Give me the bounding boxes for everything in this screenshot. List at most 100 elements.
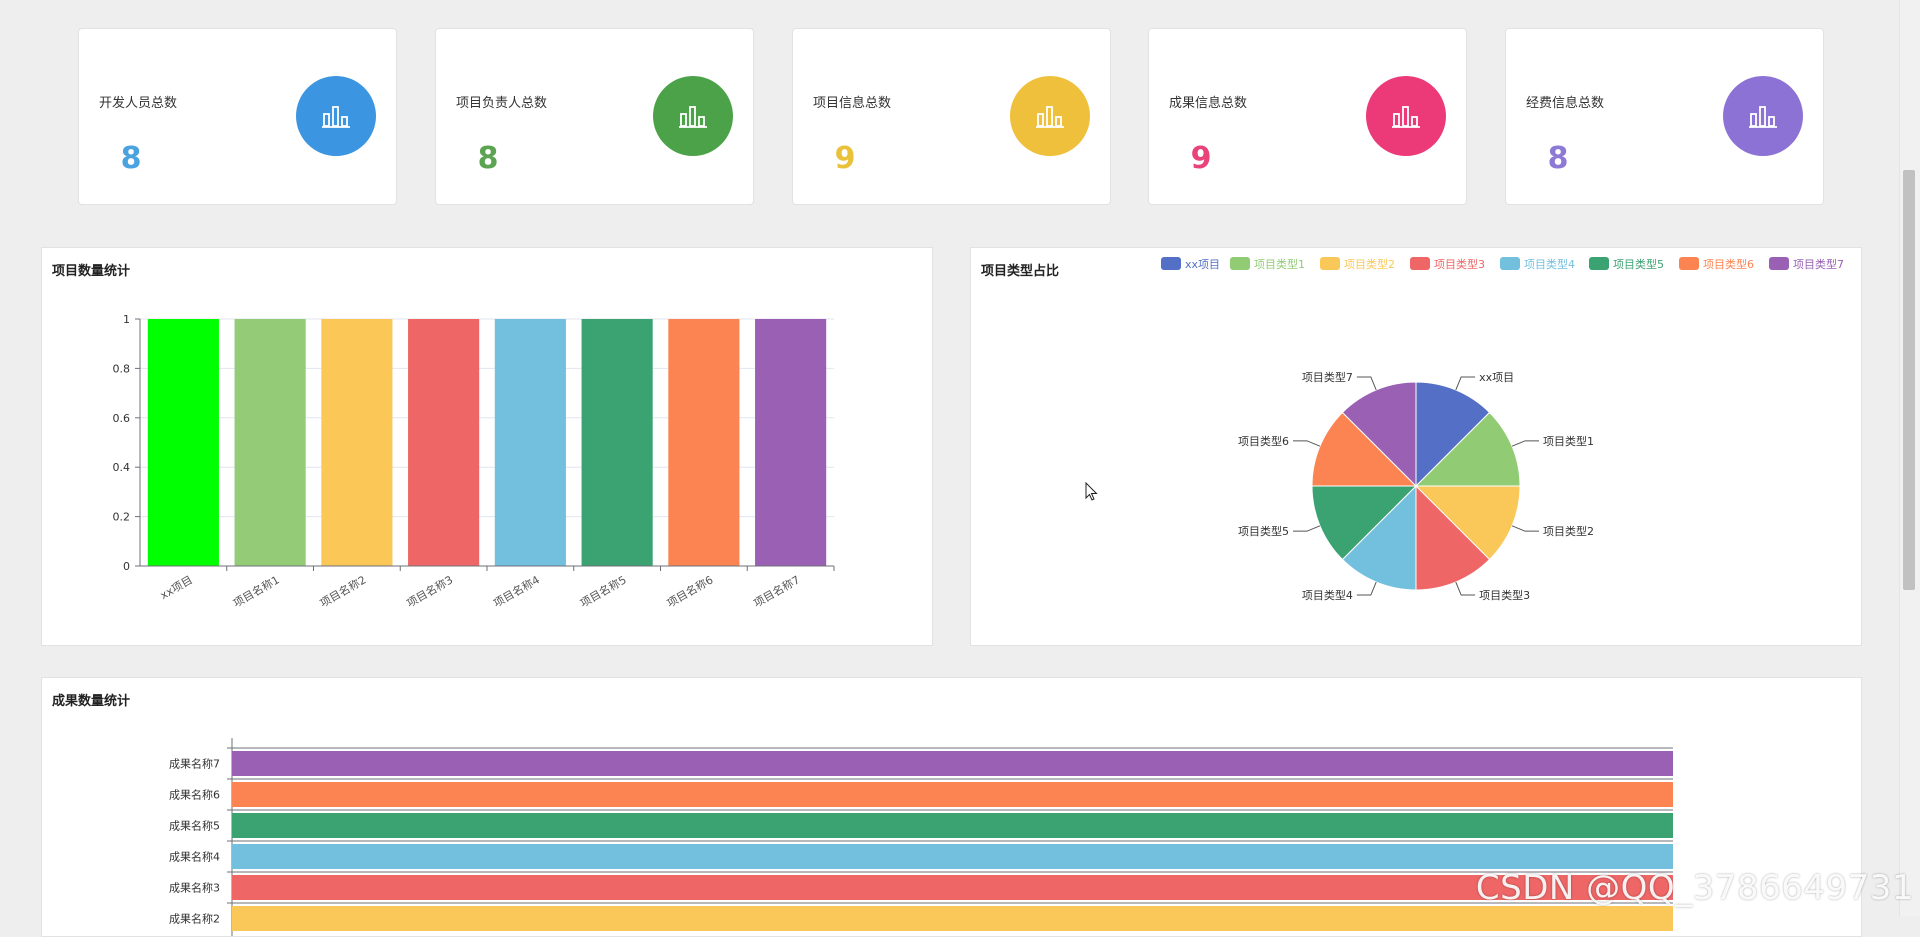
pie-slice (1415, 484, 1491, 591)
bar (755, 319, 827, 566)
y-tick-label: 0 (123, 560, 130, 573)
achievement-count-title: 成果数量统计 (52, 694, 131, 709)
pie-label-line (1292, 440, 1321, 447)
bar-chart-icon (296, 76, 376, 156)
x-tick-label: 项目名称7 (751, 572, 802, 610)
pie-slice (1415, 381, 1491, 488)
x-tick-label: 项目名称3 (404, 572, 455, 610)
legend-swatch (1230, 257, 1250, 270)
stat-label: 项目信息总数 (813, 96, 892, 111)
pie-label: 项目类型1 (1543, 434, 1594, 448)
legend-swatch (1679, 257, 1699, 270)
legend-item[interactable]: 项目类型4 (1500, 257, 1575, 271)
page-scrollbar[interactable] (1899, 0, 1920, 916)
legend-swatch (1410, 257, 1430, 270)
bar (232, 844, 1673, 869)
legend-label: 项目类型6 (1703, 257, 1754, 271)
bar-chart-icon (653, 76, 733, 156)
project-count-title: 项目数量统计 (52, 264, 131, 279)
legend-label: 项目类型1 (1254, 257, 1305, 271)
legend-swatch (1769, 257, 1789, 270)
stat-value: 9 (834, 141, 856, 176)
pie-label: 项目类型6 (1238, 434, 1289, 448)
pie-label: 项目类型5 (1238, 524, 1289, 538)
project-type-panel: 项目类型占比 xx项目 项目类型1 项目类型2 项目类型3 项目类型4 项目类型5 项目类型… (970, 247, 1862, 646)
legend-item[interactable]: 项目类型5 (1589, 257, 1664, 271)
bar (232, 813, 1673, 838)
bar (232, 906, 1673, 931)
y-tick-label: 成果名称5 (169, 819, 220, 833)
legend-item[interactable]: 项目类型1 (1230, 257, 1305, 271)
x-tick-label: 项目名称1 (230, 572, 281, 610)
project-count-panel: 项目数量统计 0 0.2 0.4 0.6 0.8 1 xx项目 项目名称1 项目名称2 项目名称3… (41, 247, 933, 646)
bar (232, 875, 1673, 900)
legend-item[interactable]: 项目类型3 (1410, 257, 1485, 271)
achievement-count-chart: 成果名称7 成果名称6 成果名称5 成果名称4 成果名称3 成果名称2 (169, 738, 1673, 936)
pie-slice (1341, 381, 1417, 488)
pie-label-line (1292, 525, 1321, 532)
bar (494, 319, 566, 566)
x-tick-label: 项目名称2 (317, 572, 368, 610)
pie-slice (1341, 484, 1417, 591)
mouse-cursor-icon (1085, 482, 1098, 501)
stat-value: 8 (120, 141, 142, 176)
bar (408, 319, 480, 566)
project-type-title: 项目类型占比 (981, 264, 1060, 279)
bar (668, 319, 740, 566)
x-tick-label: 项目名称4 (491, 572, 542, 610)
bar-chart-icon (1723, 76, 1803, 156)
pie-label-line (1356, 376, 1377, 391)
legend-swatch (1500, 257, 1520, 270)
legend-label: 项目类型4 (1524, 257, 1575, 271)
pie-label-line (1511, 440, 1540, 447)
bar (321, 319, 393, 566)
stat-label: 成果信息总数 (1169, 96, 1248, 111)
x-tick-label: 项目名称5 (577, 572, 628, 610)
stat-card: 项目信息总数 9 (792, 28, 1111, 205)
project-type-chart: xx项目项目类型1项目类型2项目类型3项目类型4项目类型5项目类型6项目类型7x… (1161, 257, 1844, 602)
pie-label: 项目类型7 (1302, 370, 1353, 384)
y-tick-label: 成果名称7 (169, 757, 220, 771)
stat-value: 8 (477, 141, 499, 176)
bar-chart-icon (1366, 76, 1446, 156)
pie-slice (1311, 485, 1418, 561)
y-axis: 0 0.2 0.4 0.6 0.8 1 (113, 313, 131, 573)
legend-label: 项目类型3 (1434, 257, 1485, 271)
pie-slice (1414, 485, 1521, 561)
bar (232, 782, 1673, 807)
y-tick-label: 0.2 (113, 511, 131, 524)
stat-label: 开发人员总数 (99, 96, 178, 111)
scrollbar-thumb[interactable] (1903, 170, 1915, 590)
y-tick-label: 0.4 (113, 461, 131, 474)
legend-item[interactable]: 项目类型7 (1769, 257, 1844, 271)
legend-swatch (1320, 257, 1340, 270)
legend-swatch (1589, 257, 1609, 270)
pie-label-line (1455, 581, 1476, 596)
y-tick-label: 成果名称6 (169, 788, 220, 802)
x-tick-label: 项目名称6 (664, 572, 715, 610)
achievement-count-panel: 成果数量统计 成果名称7 成果名称6 成果名称5 成果名称4 成果名称3 成果名称2 (41, 677, 1862, 937)
watermark: CSDN @QQ_3786649731 (1475, 868, 1914, 908)
stat-value: 9 (1190, 141, 1212, 176)
legend-item[interactable]: 项目类型6 (1679, 257, 1754, 271)
project-count-chart: 0 0.2 0.4 0.6 0.8 1 xx项目 项目名称1 项目名称2 项目名称3 项目名称4 项目… (113, 313, 835, 610)
legend-label: xx项目 (1185, 258, 1220, 271)
bar (232, 751, 1673, 776)
legend-swatch (1161, 257, 1181, 270)
pie-label-line (1356, 581, 1377, 596)
legend-item[interactable]: xx项目 (1161, 257, 1220, 271)
pie-label-line (1511, 525, 1540, 532)
x-tick-label: xx项目 (158, 573, 195, 602)
pie-slice (1414, 411, 1521, 487)
legend-label: 项目类型7 (1793, 257, 1844, 271)
legend: xx项目 项目类型1 项目类型2 项目类型3 项目类型4 项目类型5 项目类型6 项目类型7 (1161, 257, 1844, 271)
y-tick-label: 成果名称4 (169, 850, 220, 864)
pie-label: 项目类型3 (1479, 588, 1530, 602)
stat-label: 项目负责人总数 (456, 96, 548, 111)
pie-label: 项目类型2 (1543, 524, 1594, 538)
stat-card: 经费信息总数 8 (1505, 28, 1824, 205)
legend-item[interactable]: 项目类型2 (1320, 257, 1395, 271)
pie-label-line (1455, 376, 1476, 391)
y-tick-label: 0.8 (113, 362, 131, 375)
y-tick-label: 成果名称2 (169, 912, 220, 926)
